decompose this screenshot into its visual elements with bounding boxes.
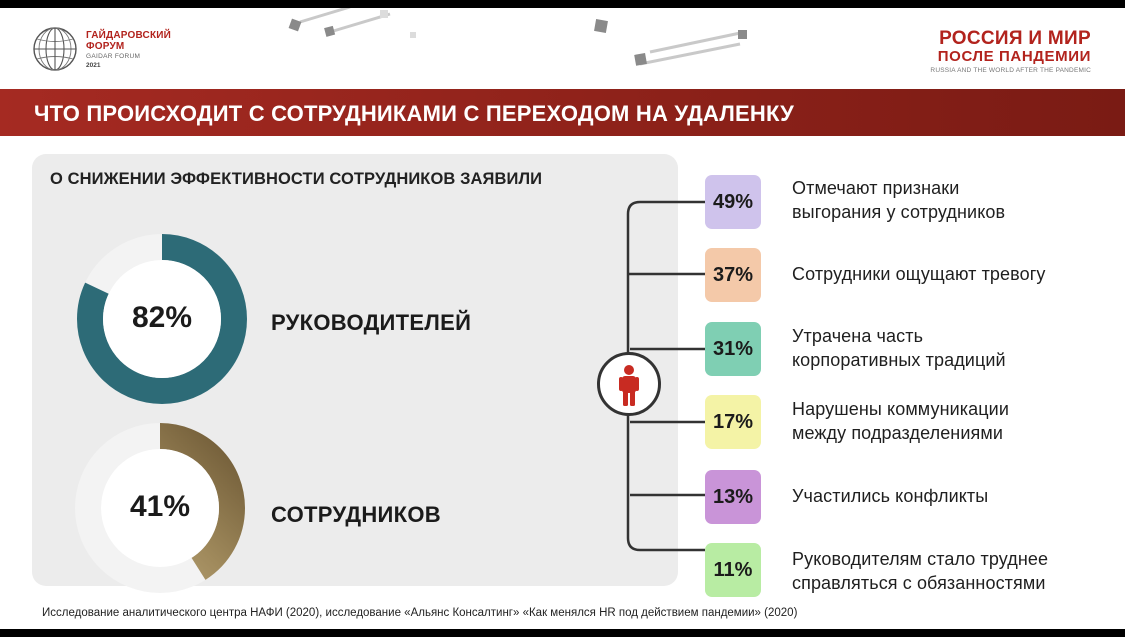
item-text-line2: выгорания у сотрудников xyxy=(792,202,1006,222)
item-text-duties: Руководителям стало труднее справляться … xyxy=(792,547,1048,595)
managers-value: 82% xyxy=(131,301,193,334)
employees-label: СОТРУДНИКОВ xyxy=(271,502,441,527)
item-text-anxiety: Сотрудники ощущают тревогу xyxy=(792,262,1046,286)
item-text-conflicts: Участились конфликты xyxy=(792,484,988,508)
item-text-line1: Отмечают признаки xyxy=(792,178,960,198)
person-icon xyxy=(619,365,639,406)
item-text-line2: между подразделениями xyxy=(792,423,1003,443)
decorative-shapes-icon xyxy=(288,8,747,66)
event-title-line1: РОССИЯ И МИР xyxy=(939,28,1091,49)
item-value-anxiety: 37% xyxy=(705,248,761,302)
event-title-en: RUSSIA AND THE WORLD AFTER THE PANDEMIC xyxy=(930,67,1091,74)
item-value-burnout: 49% xyxy=(705,175,761,229)
efficiency-heading: О СНИЖЕНИИ ЭФФЕКТИВНОСТИ СОТРУДНИКОВ ЗАЯ… xyxy=(50,170,543,188)
globe-logo-icon xyxy=(33,27,77,71)
forum-name-line2: ФОРУМ xyxy=(86,41,125,52)
managers-donut xyxy=(77,234,247,404)
footnote: Исследование аналитического центра НАФИ … xyxy=(42,607,798,619)
page-title: ЧТО ПРОИСХОДИТ С СОТРУДНИКАМИ С ПЕРЕХОДО… xyxy=(34,101,795,126)
item-text-line1: Участились конфликты xyxy=(792,486,989,506)
item-text-line1: Сотрудники ощущают тревогу xyxy=(792,264,1046,284)
title-banner xyxy=(0,89,1125,136)
item-text-line2: справляться с обязанностями xyxy=(792,573,1046,593)
event-title-line2: ПОСЛЕ ПАНДЕМИИ xyxy=(937,48,1091,65)
item-text-communications: Нарушены коммуникации между подразделени… xyxy=(792,397,1009,445)
forum-name-line1: ГАЙДАРОВСКИЙ xyxy=(86,30,172,41)
person-circle xyxy=(597,352,661,416)
item-text-line2: корпоративных традиций xyxy=(792,350,1006,370)
item-value-traditions: 31% xyxy=(705,322,761,376)
employees-donut-arc xyxy=(75,423,245,593)
forum-name-en: GAIDAR FORUM xyxy=(86,53,141,60)
employees-donut xyxy=(75,423,245,593)
employees-value: 41% xyxy=(129,490,191,523)
item-text-line1: Руководителям стало труднее xyxy=(792,549,1049,569)
forum-year: 2021 xyxy=(86,62,101,69)
item-value-conflicts: 13% xyxy=(705,470,761,524)
forum-name: ГАЙДАРОВСКИЙ ФОРУМ xyxy=(86,30,171,52)
managers-label: РУКОВОДИТЕЛЕЙ xyxy=(271,310,472,335)
item-text-burnout: Отмечают признаки выгорания у сотруднико… xyxy=(792,176,1005,224)
item-text-line1: Утрачена часть xyxy=(792,326,924,346)
item-value-duties: 11% xyxy=(705,543,761,597)
item-text-line1: Нарушены коммуникации xyxy=(792,399,1009,419)
managers-donut-arc xyxy=(77,234,247,404)
item-text-traditions: Утрачена часть корпоративных традиций xyxy=(792,324,1006,372)
item-value-communications: 17% xyxy=(705,395,761,449)
